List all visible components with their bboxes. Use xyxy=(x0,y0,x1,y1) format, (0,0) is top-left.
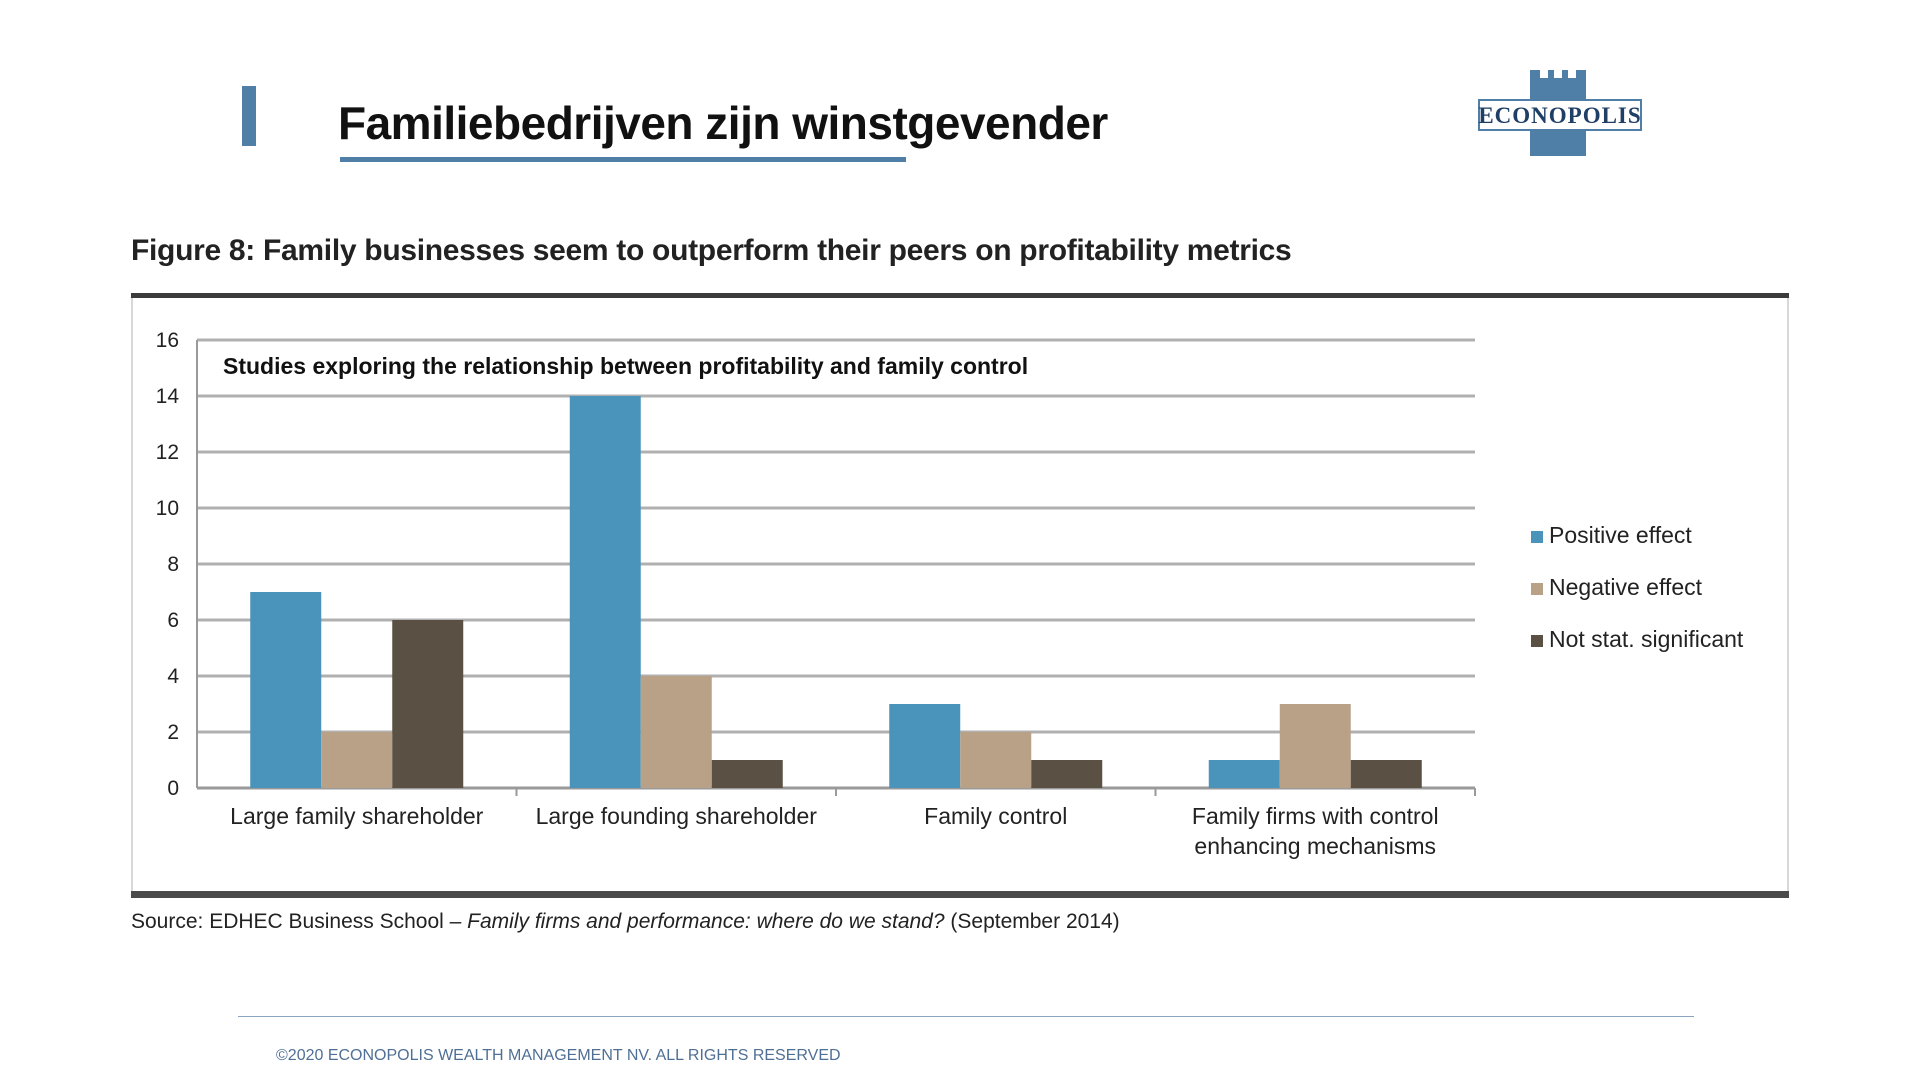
chart-subtitle: Studies exploring the relationship betwe… xyxy=(223,353,1028,379)
bars xyxy=(250,396,1422,788)
slide-title: Familiebedrijven zijn winstgevender xyxy=(338,97,1108,149)
bar xyxy=(250,592,322,788)
y-axis-ticks: 0 2 4 6 8 10 12 14 16 xyxy=(156,329,180,800)
bar xyxy=(1208,760,1280,788)
bar xyxy=(392,620,464,788)
bar xyxy=(889,704,961,788)
bar xyxy=(1031,760,1103,788)
source-title: Family firms and performance: where do w… xyxy=(467,910,945,933)
chart-top-rule xyxy=(131,293,1789,298)
legend-swatch xyxy=(1531,635,1543,647)
y-tick-label: 2 xyxy=(167,721,179,744)
y-tick-label: 8 xyxy=(167,553,179,576)
title-accent-bar xyxy=(242,86,256,146)
logo-plaque xyxy=(1478,99,1642,131)
x-tick-label: Family firms with control xyxy=(1192,803,1439,829)
bar xyxy=(1279,704,1351,788)
y-tick-label: 16 xyxy=(156,329,179,352)
y-tick-label: 6 xyxy=(167,609,179,632)
legend-swatch xyxy=(1531,531,1543,543)
bar xyxy=(1350,760,1422,788)
x-tick-label: Family control xyxy=(924,803,1067,829)
logo-battlement-gap-1 xyxy=(1540,70,1548,78)
y-tick-label: 14 xyxy=(156,385,180,408)
y-tick-label: 12 xyxy=(156,441,179,464)
legend-label: Not stat. significant xyxy=(1549,626,1744,652)
figure-title: Figure 8: Family businesses seem to outp… xyxy=(131,234,1292,267)
legend-label: Negative effect xyxy=(1549,574,1703,600)
x-tick-label: enhancing mechanisms xyxy=(1194,833,1436,859)
x-tick-label: Large family shareholder xyxy=(230,803,483,829)
chart-frame xyxy=(131,298,1789,898)
logo-text: ECONOPOLIS xyxy=(1478,103,1641,128)
source-prefix: Source: EDHEC Business School – xyxy=(131,910,462,933)
footer-rule xyxy=(238,1016,1694,1017)
title-underline xyxy=(340,157,906,162)
y-tick-label: 0 xyxy=(167,777,179,800)
econopolis-logo: ECONOPOLIS xyxy=(1478,70,1642,156)
chart-bottom-rule xyxy=(131,891,1789,898)
bar xyxy=(711,760,783,788)
bar xyxy=(321,732,393,788)
legend-swatch xyxy=(1531,583,1543,595)
y-tick-label: 4 xyxy=(167,665,179,688)
x-tick-label: Large founding shareholder xyxy=(536,803,818,829)
bar xyxy=(640,676,712,788)
logo-tower-base xyxy=(1530,130,1586,156)
legend: Positive effect Negative effect Not stat. … xyxy=(1531,522,1744,652)
source-date: (September 2014) xyxy=(950,910,1120,933)
bar xyxy=(569,396,641,788)
y-tick-label: 10 xyxy=(156,497,179,520)
bar xyxy=(960,732,1032,788)
x-axis-labels: Large family shareholder Large founding s… xyxy=(230,803,1438,859)
logo-battlement-gap-2 xyxy=(1554,70,1562,78)
copyright-text: ©2020 ECONOPOLIS WEALTH MANAGEMENT NV. A… xyxy=(276,1047,841,1064)
legend-label: Positive effect xyxy=(1549,522,1692,548)
source-note: Source: EDHEC Business School – Family f… xyxy=(131,910,1120,934)
logo-battlement-gap-3 xyxy=(1568,70,1576,78)
grid-lines xyxy=(196,338,1476,796)
